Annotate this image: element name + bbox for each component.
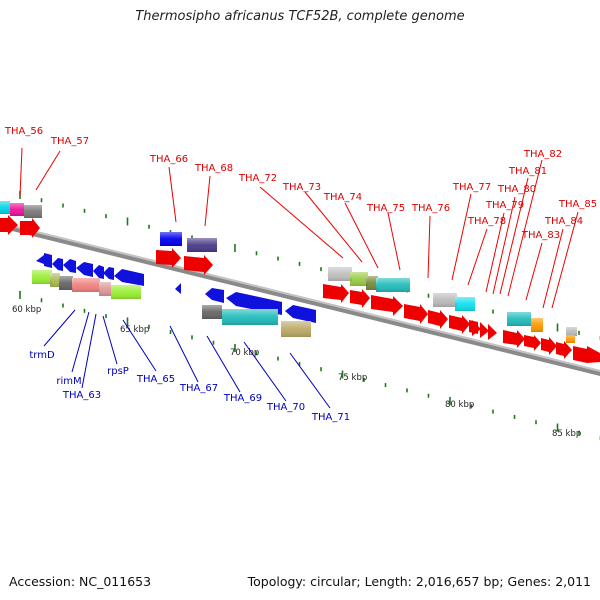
scale-label-60kbp: 60 kbp — [12, 305, 41, 315]
scale-label-70kbp: 70 kbp — [230, 348, 259, 358]
gene-arrow — [20, 218, 40, 238]
gene-label-THA_73: THA_73 — [282, 182, 321, 193]
genome-backbone — [0, 222, 600, 376]
feature-gloss-overlay — [376, 278, 410, 292]
gene-label-THA_56: THA_56 — [4, 126, 43, 137]
gene-label-THA_72: THA_72 — [238, 173, 277, 184]
forward-gene-labels: THA_56 THA_57 THA_66 THA_68 THA_72 THA_7… — [4, 126, 597, 241]
feature-gloss-overlay — [366, 276, 378, 290]
gene-arrow — [175, 283, 181, 294]
gene-label-THA_78: THA_78 — [467, 216, 506, 227]
map-title: Thermosipho africanus TCF52B, complete g… — [135, 9, 465, 24]
gene-arrow — [114, 269, 144, 286]
gene-label-THA_69: THA_69 — [223, 393, 262, 404]
feature-gloss-overlay — [531, 318, 543, 332]
gene-arrow — [184, 255, 213, 275]
feature-gloss-overlay — [10, 203, 24, 216]
feature-gloss-overlay — [202, 305, 222, 319]
gene-arrow — [524, 335, 541, 351]
feature-gloss-overlay — [99, 282, 111, 296]
gene-label-trmD: trmD — [29, 350, 55, 361]
forward-arrows — [0, 215, 600, 363]
accession-text: Accession: NC_011653 — [9, 574, 152, 589]
gene-label-THA_83: THA_83 — [521, 230, 560, 241]
gene-arrow — [205, 288, 224, 303]
gene-arrow — [323, 284, 349, 303]
gene-label-THA_81: THA_81 — [508, 166, 547, 177]
feature-gloss-overlay — [566, 327, 577, 336]
gene-arrow — [472, 320, 481, 336]
gene-label-THA_57: THA_57 — [50, 136, 89, 147]
gene-label-THA_75: THA_75 — [366, 203, 405, 214]
gene-arrow — [371, 295, 403, 316]
gene-arrow — [428, 310, 448, 329]
feature-gloss-overlay — [187, 238, 217, 252]
gene-arrow — [488, 324, 497, 340]
gene-arrow — [0, 215, 18, 235]
feature-gloss-overlay — [0, 201, 10, 214]
scale-label-65kbp: 65 kbp — [120, 325, 149, 335]
scale-label-80kbp: 80 kbp — [445, 400, 474, 410]
feature-gloss-overlay — [222, 309, 278, 325]
gene-arrow — [350, 289, 370, 308]
feature-gloss-overlay — [111, 285, 141, 299]
scale-label-85kbp: 85 kbp — [552, 429, 581, 439]
gene-arrow — [52, 258, 63, 271]
gene-label-THA_85: THA_85 — [558, 199, 597, 210]
feature-gloss-overlay — [281, 321, 311, 337]
gene-label-THA_67: THA_67 — [179, 383, 218, 394]
gene-label-THA_74: THA_74 — [323, 192, 362, 203]
gene-label-THA_71: THA_71 — [311, 412, 350, 423]
gene-label-THA_76: THA_76 — [411, 203, 450, 214]
feature-gloss-overlay — [24, 205, 42, 218]
feature-gloss-overlay — [59, 276, 73, 290]
scale-labels: 60 kbp 65 kbp 70 kbp 75 kbp 80 kbp 85 kb… — [12, 305, 581, 439]
gene-label-THA_70: THA_70 — [266, 402, 305, 413]
feature-gloss-overlay — [566, 335, 575, 343]
gene-arrow — [573, 346, 600, 363]
gene-label-THA_68: THA_68 — [194, 163, 233, 174]
gene-label-THA_77: THA_77 — [452, 182, 491, 193]
feature-gloss-overlay — [72, 278, 100, 292]
gene-label-THA_66: THA_66 — [149, 154, 188, 165]
scale-label-75kbp: 75 kbp — [338, 373, 367, 383]
gene-label-THA_82: THA_82 — [523, 149, 562, 160]
gene-label-rpsP: rpsP — [107, 366, 129, 377]
reverse-leader-lines — [43, 309, 331, 409]
gene-label-THA_65: THA_65 — [136, 374, 175, 385]
feature-gloss-overlay — [50, 273, 60, 287]
forward-leader-lines — [19, 147, 579, 309]
gene-label-THA_79: THA_79 — [485, 200, 524, 211]
gene-arrow — [63, 259, 76, 273]
feature-gloss-overlay — [32, 270, 52, 284]
reverse-gene-labels: trmD rimM THA_63 rpsP THA_65 THA_67 THA_… — [29, 350, 350, 423]
gene-arrow — [156, 248, 181, 268]
gene-arrow — [480, 322, 489, 338]
gene-arrow — [93, 265, 104, 279]
gene-label-THA_84: THA_84 — [544, 216, 583, 227]
feature-gloss-overlay — [350, 272, 368, 286]
gene-arrow — [103, 267, 114, 280]
gene-label-rimM: rimM — [56, 376, 81, 387]
gene-arrow — [449, 315, 470, 334]
gene-arrow — [285, 305, 316, 323]
gene-arrow — [503, 330, 525, 348]
gene-arrow — [541, 337, 557, 355]
feature-gloss — [0, 201, 577, 343]
genome-summary-text: Topology: circular; Length: 2,016,657 bp… — [247, 574, 591, 589]
gene-arrow — [36, 253, 52, 268]
gene-arrow — [404, 304, 428, 324]
gene-arrow — [556, 341, 572, 359]
feature-gloss-overlay — [328, 267, 352, 281]
feature-gloss-overlay — [507, 312, 531, 326]
gene-arrow — [76, 262, 93, 277]
feature-gloss-overlay — [433, 293, 457, 307]
gene-label-THA_80: THA_80 — [497, 184, 536, 195]
feature-gloss-overlay — [160, 232, 182, 246]
feature-gloss-overlay — [455, 297, 475, 311]
gene-label-THA_63: THA_63 — [62, 390, 101, 401]
